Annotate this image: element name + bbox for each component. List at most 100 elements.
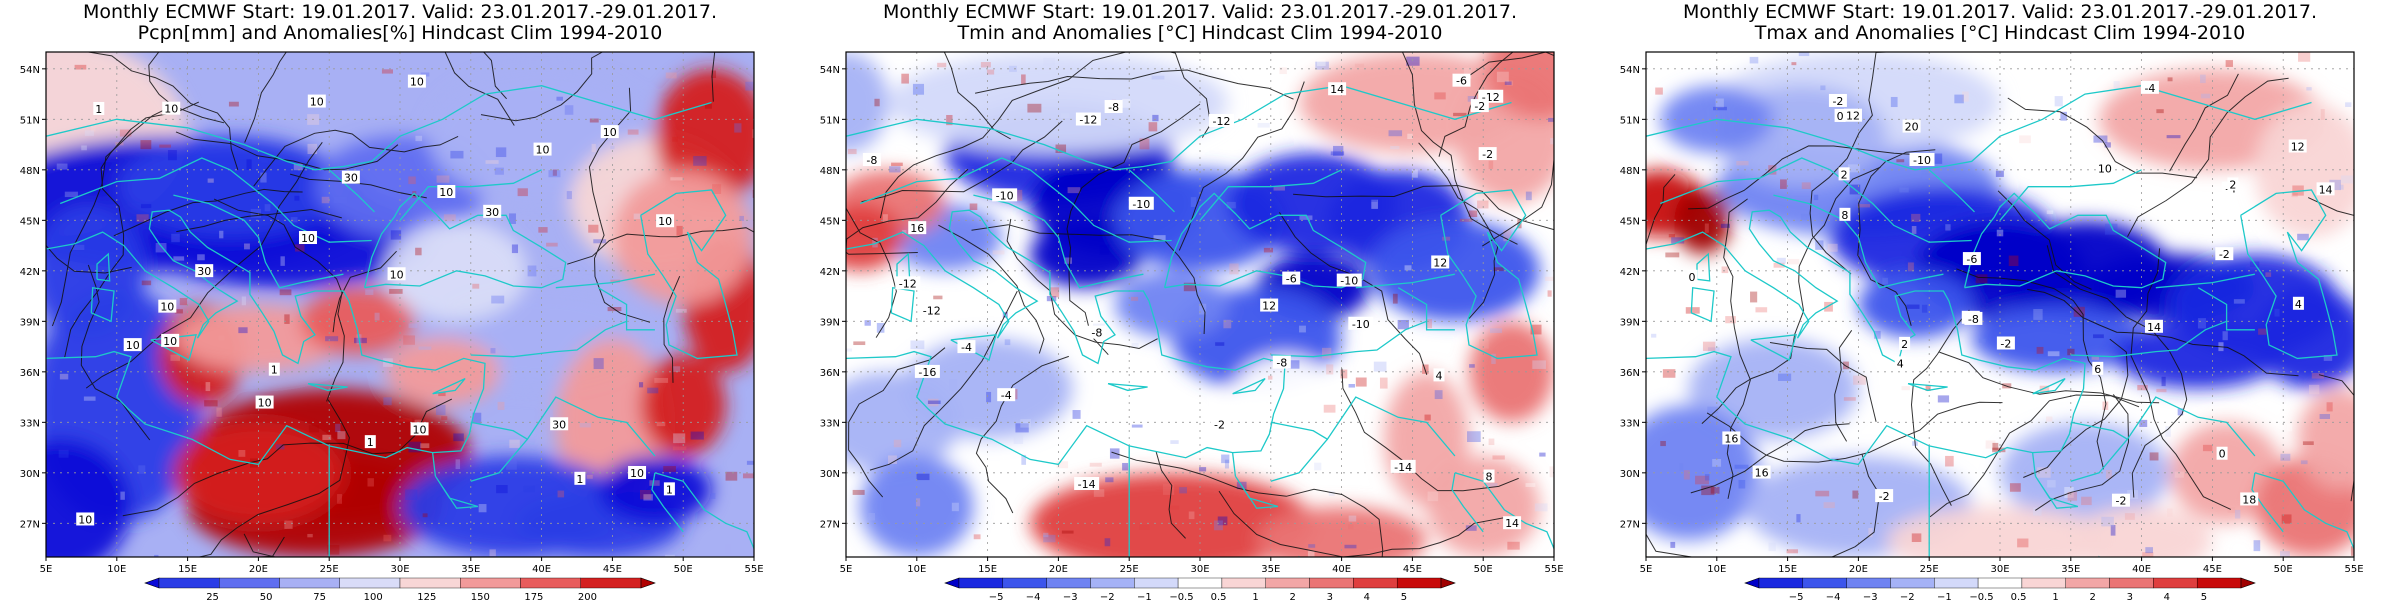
anomaly-cell	[2167, 508, 2173, 517]
colorbar-segment	[958, 577, 1004, 589]
anomaly-cell	[1824, 301, 1833, 312]
anomaly-cell	[337, 431, 346, 440]
anomaly-cell	[1287, 360, 1300, 369]
contour-line	[1688, 145, 1925, 210]
anomaly-cell	[665, 72, 677, 79]
coastline	[2197, 287, 2255, 331]
contour-label: -2	[1214, 418, 1225, 431]
anomaly-cell	[284, 314, 290, 324]
coastline	[2031, 452, 2037, 477]
contour-label-bg	[1875, 489, 1894, 503]
anomaly-cell	[1434, 390, 1443, 400]
anomaly-cell	[418, 346, 432, 350]
anomaly-cell	[1072, 410, 1081, 419]
lat-label: 33N	[820, 418, 840, 429]
colorbar-segment	[1934, 577, 1979, 589]
contour-label-bg	[1503, 516, 1522, 530]
anomaly-cell	[1477, 200, 1489, 209]
contour-labels: 0-10-2-4-2-620-2-22-412814161820124-2610…	[1686, 80, 2335, 508]
anomaly-cell	[2081, 496, 2092, 506]
contour-label: 10	[163, 335, 177, 348]
anomaly-cell	[2105, 469, 2112, 479]
colorbar-extend-low	[144, 577, 160, 589]
anomaly-cell	[2319, 414, 2331, 419]
contour-label: 30	[344, 172, 358, 185]
anomaly-cell	[868, 512, 876, 521]
anomaly-cell	[2174, 471, 2184, 478]
anomaly-cell	[1768, 542, 1776, 552]
coastline	[470, 320, 627, 358]
anomaly-cell	[1468, 210, 1478, 217]
anomaly-cell	[1004, 339, 1011, 346]
anomaly-cell	[2036, 346, 2044, 354]
anomaly-cell	[1366, 194, 1378, 202]
contour-line	[1929, 394, 2140, 518]
anomaly-cell	[83, 396, 96, 401]
anomaly-cell	[1379, 377, 1388, 389]
contour-label-bg	[298, 231, 317, 245]
anomaly-cell	[1750, 291, 1758, 303]
anomaly-cell	[2300, 460, 2308, 465]
anomaly-cell	[593, 358, 604, 370]
contour-label: 16	[1724, 432, 1738, 445]
contour-line	[2307, 197, 2354, 256]
coastline	[470, 396, 656, 457]
anomaly-cell	[174, 309, 183, 314]
anomaly-cell	[1695, 475, 1709, 485]
anomaly-cell	[2225, 60, 2233, 67]
anomaly-cell	[1463, 67, 1472, 79]
anomaly-cell	[1896, 159, 1905, 163]
anomaly-cell	[1120, 447, 1130, 452]
anomaly-cell	[1397, 319, 1409, 330]
contour-line	[113, 188, 303, 237]
colorbar-segment	[2021, 577, 2066, 589]
anomaly-cell	[140, 140, 152, 150]
anomaly-cell	[1314, 462, 1322, 471]
contour-line	[199, 399, 350, 557]
colorbar-label: −0.5	[1969, 592, 1993, 600]
anomaly-cell	[1064, 257, 1072, 264]
colorbar: −5 −4 −3 −2 −1 −0.5 0.5 1 2 3 4 5	[1744, 577, 2256, 600]
tmin-anomaly-map: -14-2-6-12-10-8-4-12-10-12 -12-10-8-6-12-…	[820, 51, 1564, 600]
colorbar-label: 4	[2164, 592, 2170, 600]
lon-label: 40E	[2132, 564, 2151, 575]
anomaly-patch	[1369, 220, 1540, 322]
contour-label-bg	[2215, 247, 2234, 261]
lon-label: 15E	[978, 564, 997, 575]
contour-line	[1997, 190, 2092, 290]
lon-label: 50E	[2274, 564, 2293, 575]
anomaly-cell	[241, 296, 247, 306]
contour-line	[846, 195, 918, 255]
anomaly-cell	[420, 72, 430, 77]
anomaly-cell	[1299, 325, 1306, 333]
colorbar-segment	[460, 577, 521, 589]
contour-label: 10	[126, 339, 140, 352]
anomaly-cell	[1020, 419, 1031, 428]
anomaly-cell	[450, 150, 464, 159]
anomaly-cell	[2033, 309, 2043, 320]
colorbar-segment	[1890, 577, 1935, 589]
anomaly-cell	[927, 398, 939, 407]
anomaly-cell	[400, 111, 409, 122]
contour-labels: -14-2-6-12-10-8-4-12-10-12 -12-10-8-6-12-…	[862, 73, 1522, 530]
coastline	[555, 273, 656, 289]
anomaly-cell	[1130, 296, 1139, 301]
anomaly-cell	[2345, 102, 2352, 107]
contour-label-bg	[1828, 93, 1847, 107]
anomaly-cell	[2320, 109, 2325, 120]
anomaly-cell	[1122, 98, 1131, 108]
anomaly-cell	[1315, 61, 1329, 70]
contour-label: 1	[271, 364, 278, 377]
anomaly-cell	[1188, 511, 1195, 520]
colorbar-label: −0.5	[1169, 592, 1193, 600]
anomaly-patch	[1426, 456, 1540, 557]
anomaly-cell	[1928, 153, 1943, 164]
anomaly-cell	[647, 387, 659, 394]
anomaly-field: 10 10 10 10 30 30 30 10 10 10 10 10 1 1 1 10 10 10 10 1 1 10 3…	[46, 52, 754, 557]
contour-label-bg	[1483, 469, 1495, 483]
anomaly-cell	[1328, 491, 1335, 496]
anomaly-cell	[1009, 65, 1017, 72]
anomaly-cell	[538, 227, 548, 233]
contour-label-bg	[1104, 100, 1123, 114]
anomaly-cell	[670, 177, 683, 181]
